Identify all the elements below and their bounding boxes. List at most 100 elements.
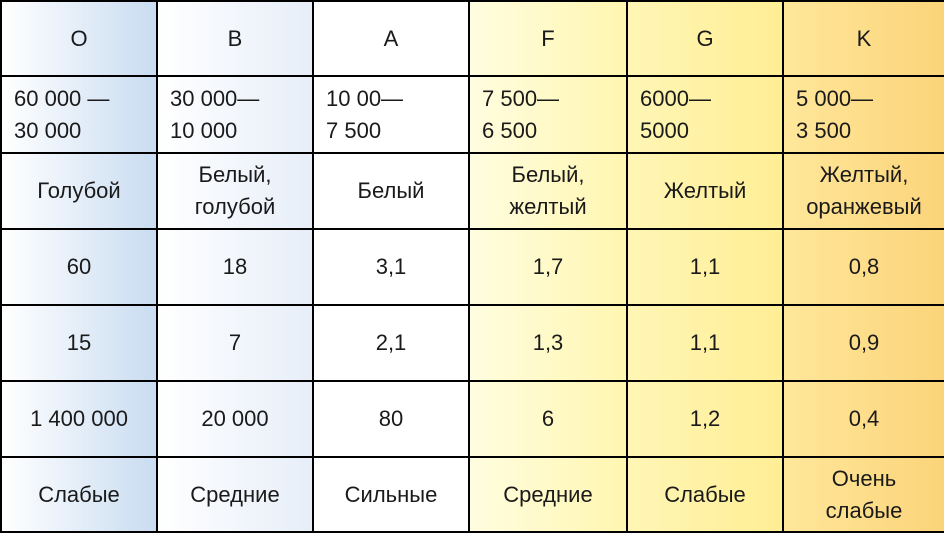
strength-cell-g: Слабые bbox=[626, 456, 784, 533]
strength-cell-o: Слабые bbox=[0, 456, 158, 533]
value-cell: 0,4 bbox=[782, 380, 944, 458]
class-cell-a: A bbox=[312, 0, 470, 77]
value-text: 0,8 bbox=[848, 254, 880, 279]
value-row-5: 15 7 2,1 1,3 1,1 0,9 bbox=[0, 304, 944, 382]
value-cell: 15 bbox=[0, 304, 158, 382]
color-line: голубой bbox=[194, 194, 276, 219]
temperature-cell-k: 5 000— 3 500 bbox=[782, 75, 944, 154]
value-cell: 1,1 bbox=[626, 304, 784, 382]
value-text: 0,9 bbox=[848, 330, 880, 355]
value-cell: 80 bbox=[312, 380, 470, 458]
value-row-6: 1 400 000 20 000 80 6 1,2 0,4 bbox=[0, 380, 944, 458]
value-text: 1,7 bbox=[532, 254, 564, 279]
temperature-line: 30 000— bbox=[170, 85, 260, 111]
color-cell-o: Голубой bbox=[0, 152, 158, 230]
class-cell-o: O bbox=[0, 0, 158, 77]
strength-row: Слабые Средние Сильные Средние Слабые Оч… bbox=[0, 456, 944, 533]
value-text: 6 bbox=[541, 406, 555, 431]
temperature-line: 5000 bbox=[640, 117, 689, 143]
color-cell-a: Белый bbox=[312, 152, 470, 230]
strength-cell-a: Сильные bbox=[312, 456, 470, 533]
value-row-4: 60 18 3,1 1,7 1,1 0,8 bbox=[0, 228, 944, 306]
value-cell: 60 bbox=[0, 228, 158, 306]
color-line: Белый, bbox=[511, 162, 585, 187]
class-cell-b: B bbox=[156, 0, 314, 77]
temperature-line: 7 500 bbox=[326, 117, 382, 143]
class-label: O bbox=[70, 25, 88, 51]
temperature-row: 60 000 — 30 000 30 000— 10 000 10 00— 7 … bbox=[0, 75, 944, 154]
value-cell: 1,2 bbox=[626, 380, 784, 458]
value-text: 3,1 bbox=[375, 254, 407, 279]
temperature-line: 10 00— bbox=[326, 85, 404, 111]
value-text: 1,1 bbox=[689, 254, 721, 279]
value-text: 1,2 bbox=[689, 406, 721, 431]
color-row: Голубой Белый, голубой Белый Белый, желт… bbox=[0, 152, 944, 230]
strength-cell-f: Средние bbox=[468, 456, 628, 533]
color-line: Белый, bbox=[198, 162, 272, 187]
temperature-line: 6 500 bbox=[482, 117, 538, 143]
temperature-cell-b: 30 000— 10 000 bbox=[156, 75, 314, 154]
temperature-line: 30 000 bbox=[14, 117, 82, 143]
value-cell: 1 400 000 bbox=[0, 380, 158, 458]
temperature-cell-f: 7 500— 6 500 bbox=[468, 75, 628, 154]
value-text: 1,1 bbox=[689, 330, 721, 355]
value-cell: 6 bbox=[468, 380, 628, 458]
value-cell: 18 bbox=[156, 228, 314, 306]
color-cell-k: Желтый, оранжевый bbox=[782, 152, 944, 230]
color-cell-f: Белый, желтый bbox=[468, 152, 628, 230]
color-line: Желтый, bbox=[819, 162, 909, 187]
temperature-line: 6000— bbox=[640, 85, 711, 111]
strength-cell-k: Очень слабые bbox=[782, 456, 944, 533]
class-label: K bbox=[856, 25, 872, 51]
color-cell-g: Желтый bbox=[626, 152, 784, 230]
value-cell: 20 000 bbox=[156, 380, 314, 458]
strength-line: слабые bbox=[825, 497, 903, 523]
color-line: Белый bbox=[357, 178, 425, 203]
class-cell-g: G bbox=[626, 0, 784, 77]
strength-line: Средние bbox=[190, 481, 280, 507]
value-cell: 7 bbox=[156, 304, 314, 382]
value-cell: 2,1 bbox=[312, 304, 470, 382]
value-text: 60 bbox=[66, 254, 92, 279]
strength-line: Слабые bbox=[664, 481, 746, 507]
temperature-line: 7 500— bbox=[482, 85, 560, 111]
class-cell-k: K bbox=[782, 0, 944, 77]
color-line: Голубой bbox=[37, 178, 121, 203]
value-cell: 1,1 bbox=[626, 228, 784, 306]
color-line: желтый bbox=[509, 194, 587, 219]
value-text: 20 000 bbox=[201, 406, 269, 431]
temperature-line: 60 000 — bbox=[14, 85, 110, 111]
value-cell: 3,1 bbox=[312, 228, 470, 306]
color-cell-b: Белый, голубой bbox=[156, 152, 314, 230]
temperature-cell-g: 6000— 5000 bbox=[626, 75, 784, 154]
value-cell: 1,3 bbox=[468, 304, 628, 382]
value-text: 80 bbox=[378, 406, 404, 431]
temperature-cell-o: 60 000 — 30 000 bbox=[0, 75, 158, 154]
value-text: 0,4 bbox=[848, 406, 880, 431]
value-cell: 1,7 bbox=[468, 228, 628, 306]
strength-line: Средние bbox=[503, 481, 593, 507]
class-label: F bbox=[541, 25, 555, 51]
value-cell: 0,8 bbox=[782, 228, 944, 306]
temperature-line: 3 500 bbox=[796, 117, 852, 143]
value-text: 15 bbox=[66, 330, 92, 355]
temperature-line: 10 000 bbox=[170, 117, 238, 143]
strength-line: Очень bbox=[831, 465, 897, 491]
value-text: 1 400 000 bbox=[30, 406, 128, 431]
temperature-line: 5 000— bbox=[796, 85, 874, 111]
temperature-cell-a: 10 00— 7 500 bbox=[312, 75, 470, 154]
strength-cell-b: Средние bbox=[156, 456, 314, 533]
color-line: оранжевый bbox=[806, 194, 922, 219]
value-text: 7 bbox=[228, 330, 242, 355]
value-text: 1,3 bbox=[532, 330, 564, 355]
strength-line: Слабые bbox=[38, 481, 120, 507]
value-text: 2,1 bbox=[375, 330, 407, 355]
class-cell-f: F bbox=[468, 0, 628, 77]
value-text: 18 bbox=[222, 254, 248, 279]
value-cell: 0,9 bbox=[782, 304, 944, 382]
class-label: G bbox=[696, 25, 714, 51]
class-label: B bbox=[227, 25, 243, 51]
color-line: Желтый bbox=[663, 178, 747, 203]
